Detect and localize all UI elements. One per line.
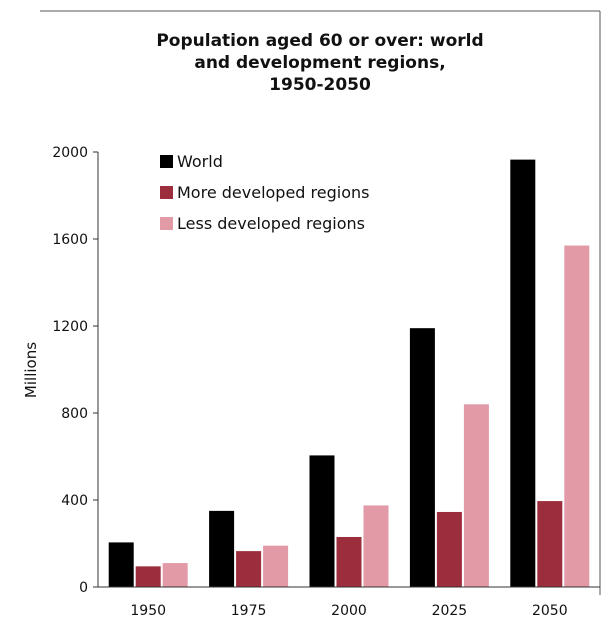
x-axis: 1950 1975 2000 2025 2050 (98, 586, 600, 619)
bar-less-developed-regions-2050 (564, 245, 590, 587)
bar-less-developed-regions-2025 (463, 404, 489, 587)
bar-world-1975 (209, 510, 235, 587)
y-axis-label: Millions (22, 342, 40, 398)
x-tick-label: 1950 (130, 603, 166, 619)
bar-more-developed-regions-2000 (336, 536, 362, 587)
chart-title-line-1: Population aged 60 or over: world (156, 31, 484, 51)
chart-title: Population aged 60 or over: world and de… (120, 30, 520, 96)
y-tick-label: 400 (61, 493, 88, 509)
y-tick-label: 1600 (52, 232, 88, 248)
x-tick-label: 2025 (432, 603, 468, 619)
bar-more-developed-regions-2025 (436, 511, 462, 587)
bar-less-developed-regions-2000 (363, 505, 389, 587)
bar-world-1950 (108, 542, 134, 587)
legend-swatch (160, 217, 173, 230)
y-tick-label: 0 (79, 580, 88, 596)
chart-title-line-2: and development regions, (194, 53, 446, 73)
legend: World More developed regions Less develope… (160, 152, 369, 233)
legend-swatch (160, 186, 173, 199)
chart-title-line-3: 1950-2050 (269, 75, 371, 95)
bar-less-developed-regions-1950 (162, 563, 188, 587)
y-tick-label: 1200 (52, 319, 88, 335)
bars-group (108, 159, 590, 588)
bar-more-developed-regions-1950 (135, 566, 161, 587)
legend-label: More developed regions (177, 183, 369, 202)
y-tick-label: 2000 (52, 145, 88, 161)
x-tick-label: 2000 (331, 603, 367, 619)
bar-world-2025 (409, 328, 435, 587)
bar-more-developed-regions-1975 (236, 551, 262, 587)
legend-label: Less developed regions (177, 214, 365, 233)
bar-world-2050 (510, 159, 536, 588)
x-tick-label: 2050 (532, 603, 568, 619)
legend-label: World (177, 152, 223, 171)
y-axis: 0 400 800 1200 1600 2000 (52, 145, 99, 596)
y-tick-label: 800 (61, 406, 88, 422)
x-tick-label: 1975 (231, 603, 267, 619)
legend-swatch (160, 155, 173, 168)
bar-more-developed-regions-2050 (537, 501, 563, 587)
bar-less-developed-regions-1975 (263, 545, 289, 587)
bar-world-2000 (309, 455, 335, 587)
